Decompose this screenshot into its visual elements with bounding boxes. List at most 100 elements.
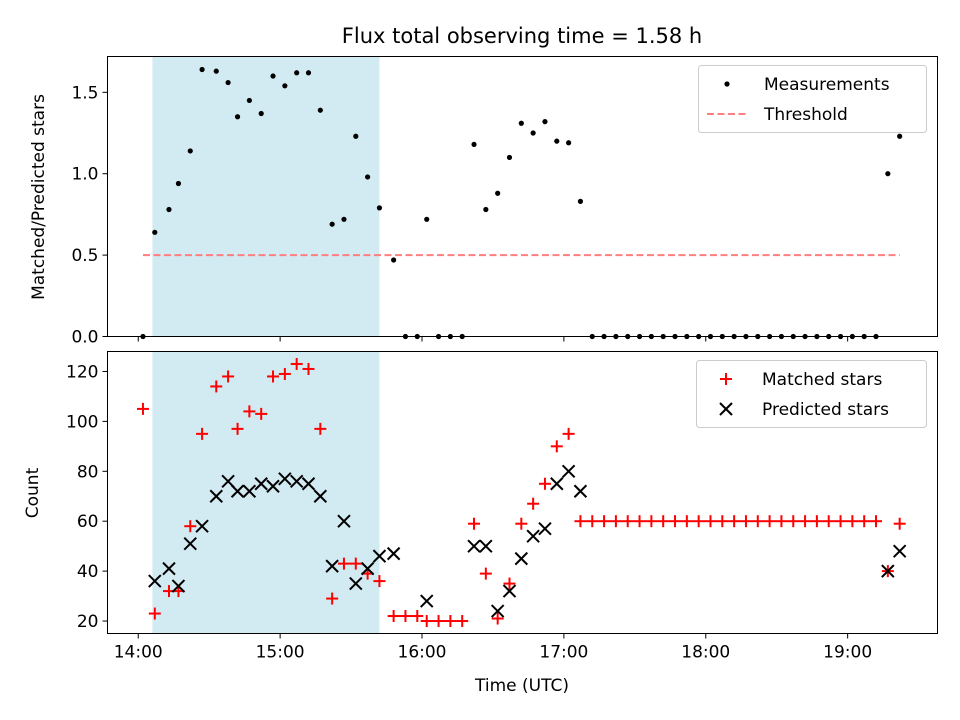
predicted-star-point <box>360 561 375 576</box>
predicted-star-point <box>573 484 588 498</box>
matched-star-point <box>692 515 705 528</box>
measurement-point <box>234 114 241 120</box>
measurement-point <box>213 68 219 74</box>
measurement-point <box>424 216 430 222</box>
measurement-point <box>270 73 276 79</box>
matched-star-point <box>799 515 812 528</box>
predicted-star-point <box>538 521 552 536</box>
predicted-star-point <box>254 477 268 491</box>
legend-threshold-label: Threshold <box>763 105 848 125</box>
matched-star-point <box>574 515 587 528</box>
matched-star-point <box>337 557 350 570</box>
matched-star-point <box>858 515 871 528</box>
matched-star-point <box>609 515 622 528</box>
bottom-y-axis-label: Count <box>23 467 43 518</box>
bottom-legend-frame <box>696 360 927 428</box>
top-ytick-label: 0.5 <box>71 246 98 266</box>
matched-star-point <box>704 515 717 528</box>
bottom-ytick-label: 100 <box>66 412 98 432</box>
matched-star-point <box>787 515 800 528</box>
predicted-star-point <box>349 576 363 591</box>
predicted-star-point <box>230 484 245 498</box>
matched-star-point <box>739 515 752 528</box>
matched-star-point <box>633 515 646 528</box>
predicted-star-point <box>148 574 162 588</box>
matched-star-point <box>527 497 540 510</box>
matched-star-point <box>184 520 197 533</box>
matched-star-point <box>586 515 599 528</box>
matched-star-point <box>810 515 823 528</box>
bottom-ytick-label: 20 <box>77 612 99 632</box>
matched-star-point <box>834 515 847 528</box>
top-ytick-label: 1.0 <box>71 165 98 185</box>
bottom-xtick-label: 14:00 <box>114 643 163 663</box>
predicted-star-point <box>278 472 292 486</box>
measurement-point <box>542 119 548 125</box>
matched-star-point <box>456 615 469 628</box>
observing-window-shade <box>152 351 380 634</box>
matched-star-point <box>775 515 788 528</box>
predicted-star-point <box>420 594 434 608</box>
bottom-ytick-label: 60 <box>77 512 99 532</box>
bottom-xtick-label: 18:00 <box>681 643 730 663</box>
matched-star-point <box>387 610 400 623</box>
matched-star-point <box>290 357 303 370</box>
predicted-star-point <box>892 544 907 558</box>
predicted-star-point <box>337 514 351 528</box>
matched-star-point <box>893 517 906 530</box>
matched-star-point <box>728 515 741 528</box>
measurement-point <box>282 83 288 89</box>
matched-star-point <box>399 610 412 623</box>
matched-star-point <box>326 592 339 605</box>
matched-star-point <box>278 367 291 380</box>
matched-star-point <box>302 362 315 375</box>
matched-star-point <box>222 370 235 383</box>
bottom-panel: 20 40 60 80 100 120 14:00 15:00 16:00 17:00 18:00… <box>23 351 938 696</box>
matched-star-point <box>621 515 634 528</box>
x-axis-label: Time (UTC) <box>474 676 569 696</box>
matched-star-point <box>503 577 516 590</box>
matched-star-point <box>444 615 457 628</box>
top-y-axis-label: Matched/Predicted stars <box>29 94 49 300</box>
predicted-star-point <box>325 559 339 573</box>
matched-star-point <box>210 380 223 393</box>
measurement-point <box>317 107 323 113</box>
matched-star-point <box>479 567 492 580</box>
measurement-point <box>329 221 335 227</box>
measurement-point <box>341 216 347 222</box>
predicted-star-point <box>561 464 576 478</box>
top-ytick-label: 0.0 <box>71 328 98 348</box>
bottom-xtick-label: 19:00 <box>823 643 872 663</box>
measurement-point <box>365 174 371 180</box>
predicted-star-point <box>467 539 481 553</box>
matched-star-point <box>373 575 386 588</box>
measurement-point <box>187 148 193 154</box>
legend-predicted-marker <box>719 402 733 416</box>
predicted-star-point <box>266 479 280 493</box>
bottom-plot-frame <box>107 351 938 634</box>
bottom-legend: Matched stars Predicted stars <box>696 360 927 428</box>
bottom-xtick-label: 17:00 <box>539 643 588 663</box>
measurement-point <box>577 198 584 204</box>
matched-star-point <box>680 515 693 528</box>
top-panel: 0.0 0.5 1.0 1.5 Matched/Predicted stars Mea… <box>29 56 938 348</box>
predicted-star-point <box>171 579 186 593</box>
matched-star-point <box>515 517 528 530</box>
measurement-point <box>353 133 359 139</box>
matched-star-point <box>645 515 658 528</box>
measurement-point <box>506 154 513 161</box>
matched-star-point <box>349 557 362 570</box>
predicted-star-point <box>313 489 328 503</box>
measurement-point <box>258 110 264 117</box>
measurement-point <box>897 133 903 139</box>
predicted-star-point <box>526 529 540 543</box>
measurement-point <box>566 140 572 146</box>
legend-matched-label: Matched stars <box>762 370 882 390</box>
measurement-point <box>166 206 172 213</box>
matched-star-point <box>231 422 244 435</box>
top-plot-frame <box>107 56 938 337</box>
measurement-point <box>305 70 312 76</box>
predicted-star-point <box>881 564 895 578</box>
measurement-point <box>471 141 477 148</box>
measurement-point <box>376 205 383 211</box>
